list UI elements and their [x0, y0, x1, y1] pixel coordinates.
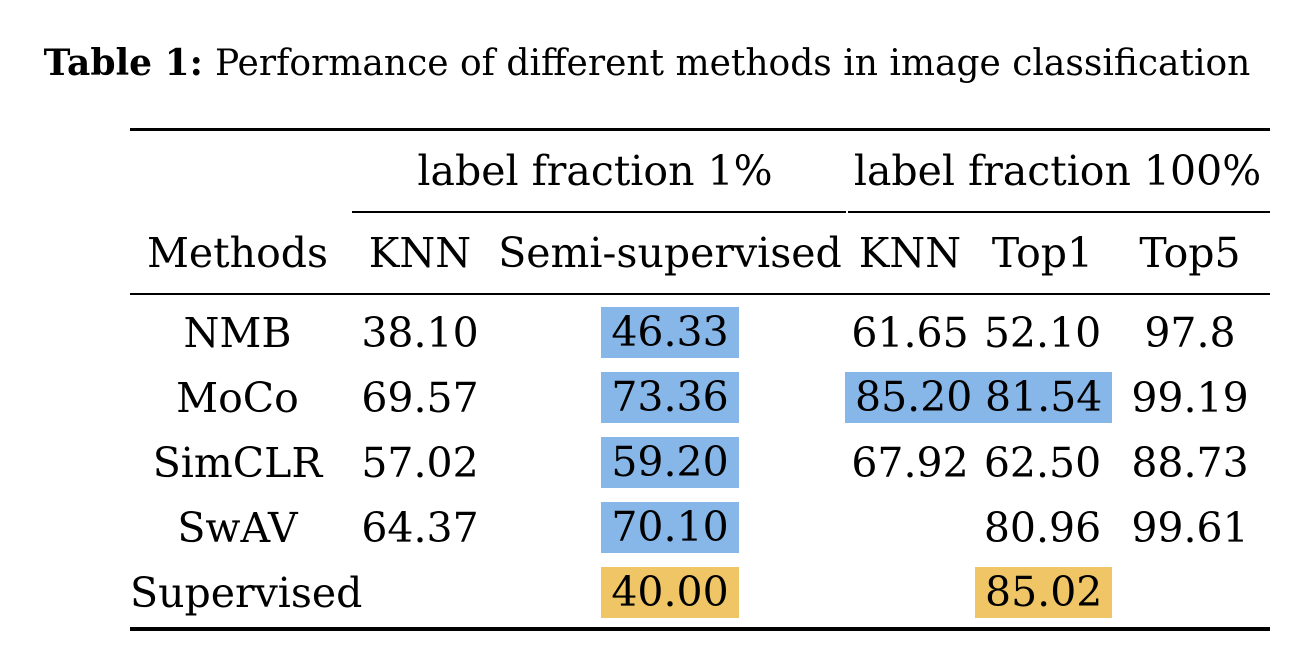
highlighted-value: 40.00: [601, 566, 739, 619]
table-row-swav: SwAV 64.37 70.10 80.96 99.61: [130, 495, 1270, 560]
group-header-label-fraction-100: label fraction 100%: [853, 147, 1262, 195]
column-header-semi-supervised: Semi-supervised: [498, 229, 842, 277]
value-cell: 52.10: [983, 308, 1102, 357]
value-cell: 80.96: [983, 503, 1102, 552]
table-bottom-rule: [130, 627, 1270, 631]
highlighted-value: 46.33: [601, 306, 739, 359]
column-header-top1: Top1: [991, 229, 1094, 277]
highlighted-value: 85.20: [845, 371, 983, 424]
cmidrule-row: [130, 211, 1270, 213]
method-name: Supervised: [130, 568, 363, 617]
table-row-supervised: Supervised 40.00 85.02: [130, 560, 1270, 625]
value-cell: 62.50: [983, 438, 1102, 487]
value-cell: 85.02: [975, 566, 1113, 619]
column-header-knn-100: KNN: [858, 229, 962, 277]
value-cell: 64.37: [361, 503, 479, 552]
group-header-row: label fraction 1% label fraction 100%: [130, 131, 1270, 211]
value-cell: 81.54: [975, 371, 1113, 424]
table-body: NMB 38.10 46.33 61.65 52.10 97.8 MoCo 69…: [130, 295, 1270, 625]
value-cell: 88.73: [1131, 438, 1249, 487]
value-cell: 57.02: [361, 438, 479, 487]
highlighted-value: 85.02: [975, 566, 1113, 619]
value-cell: 70.10: [495, 501, 845, 554]
highlighted-value: 59.20: [601, 436, 739, 489]
table-row-nmb: NMB 38.10 46.33 61.65 52.10 97.8: [130, 300, 1270, 365]
results-table: label fraction 1% label fraction 100% Me…: [130, 128, 1270, 631]
table-row-simclr: SimCLR 57.02 59.20 67.92 62.50 88.73: [130, 430, 1270, 495]
column-header-knn-1: KNN: [368, 229, 472, 277]
value-cell: 99.61: [1131, 503, 1249, 552]
cmidrule-label-fraction-1: [352, 211, 846, 213]
column-header-methods: Methods: [146, 229, 329, 277]
value-cell: 38.10: [361, 308, 479, 357]
value-cell: 97.8: [1144, 308, 1236, 357]
value-cell: 61.65: [851, 308, 969, 357]
value-cell: 85.20: [845, 371, 983, 424]
value-cell: 59.20: [495, 436, 845, 489]
value-cell: 73.36: [495, 371, 845, 424]
highlighted-value: 70.10: [601, 501, 739, 554]
highlighted-value: 73.36: [601, 371, 739, 424]
table-header-rule: [130, 293, 1270, 295]
method-name: MoCo: [176, 373, 299, 422]
value-cell: 99.19: [1131, 373, 1249, 422]
value-cell: 46.33: [495, 306, 845, 359]
cmidrule-label-fraction-100: [848, 211, 1270, 213]
value-cell: 40.00: [495, 566, 845, 619]
method-name: SimCLR: [152, 438, 323, 487]
table-top-rule: [130, 128, 1270, 131]
table-caption-number: Table 1:: [43, 42, 203, 84]
table-caption: Table 1: Performance of different methods…: [0, 40, 1294, 87]
method-name: SwAV: [177, 503, 298, 552]
table-row-moco: MoCo 69.57 73.36 85.20 81.54 99.19: [130, 365, 1270, 430]
group-header-label-fraction-1: label fraction 1%: [417, 147, 773, 195]
highlighted-value: 81.54: [975, 371, 1113, 424]
value-cell: 67.92: [851, 438, 969, 487]
column-header-row: Methods KNN Semi-supervised KNN Top1 Top…: [130, 213, 1270, 293]
value-cell: 69.57: [361, 373, 479, 422]
table-caption-text: Performance of different methods in imag…: [214, 43, 1251, 84]
method-name: NMB: [183, 308, 292, 357]
column-header-top5: Top5: [1139, 229, 1241, 277]
